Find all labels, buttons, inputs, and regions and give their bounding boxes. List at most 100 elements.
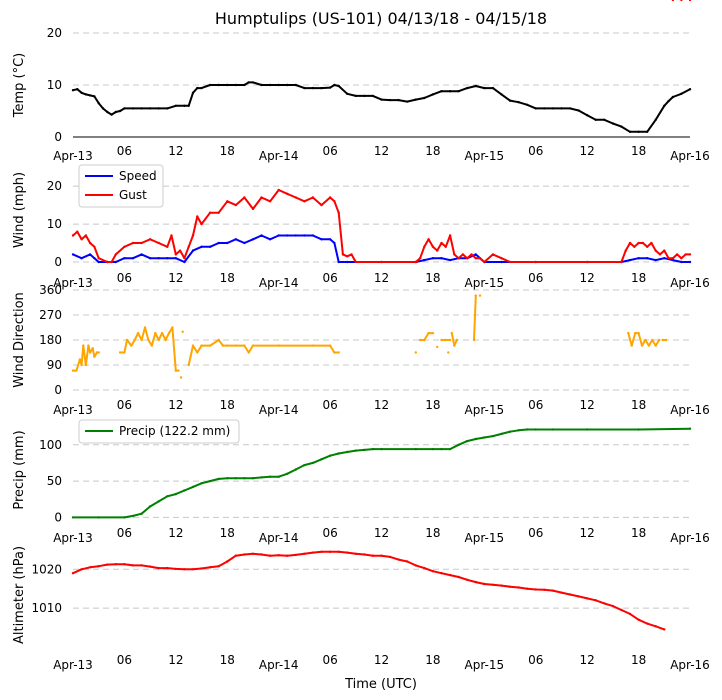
wind_direction-ytick-label: 180: [39, 333, 62, 347]
precip-data-point: [526, 428, 529, 431]
temp-xtick-label: 18: [631, 144, 646, 158]
precip-legend: Precip (122.2 mm): [78, 419, 240, 444]
wind_direction-line: [187, 339, 339, 366]
altimeter-data-point: [611, 604, 615, 608]
altimeter-data-point: [251, 552, 255, 555]
altimeter-data-point: [620, 608, 623, 612]
precip-data-point: [508, 430, 512, 433]
altimeter-data-point: [603, 602, 606, 605]
altimeter-data-point: [457, 575, 460, 579]
wind-data-point: [191, 249, 195, 252]
temp-data-point: [260, 83, 263, 87]
wind-data-point: [286, 234, 289, 237]
wind-data-point: [671, 258, 675, 262]
wind-data-point: [466, 257, 469, 260]
altimeter-data-point: [303, 552, 306, 555]
precip-data-point: [200, 482, 203, 485]
precip-data-point: [337, 452, 340, 455]
wind-data-point: [106, 260, 109, 264]
temp-xtick-label: 12: [374, 144, 389, 158]
wind_direction-data-point: [328, 344, 332, 347]
wind_direction-data-point: [171, 326, 174, 329]
wind-data-point: [123, 245, 126, 248]
altimeter-data-point: [431, 570, 435, 573]
temp-data-point: [603, 118, 606, 122]
temp-y-axis-label: Temp (°C): [12, 53, 27, 119]
precip-data-point: [363, 448, 366, 452]
wind_direction-ytick-label: 270: [39, 308, 62, 322]
wind-data-point: [350, 253, 353, 256]
temp-data-point: [414, 98, 417, 101]
temp-data-point: [517, 101, 520, 104]
precip-data-point: [123, 516, 126, 519]
precip-data-point: [217, 477, 220, 481]
temp-xtick-label: Apr-13: [53, 149, 93, 163]
wind_direction-data-point: [247, 351, 250, 354]
precip-data-point: [457, 443, 460, 446]
wind-data-point: [217, 241, 220, 245]
wind_direction-data-point: [75, 369, 78, 372]
wind-xtick-label: Apr-16: [670, 276, 710, 290]
wind_direction-xtick-label: 06: [322, 398, 337, 412]
wind_direction-data-point: [118, 351, 122, 354]
temp-data-point: [397, 98, 400, 102]
wind-xtick-label: 06: [528, 271, 543, 285]
wind-data-point: [208, 211, 212, 214]
wind-data-point: [226, 241, 229, 245]
wind-xtick-label: 18: [425, 271, 440, 285]
wind_direction-data-point: [647, 344, 651, 347]
temp-data-point: [466, 86, 469, 90]
precip-data-point: [320, 458, 323, 461]
altimeter-data-point: [166, 566, 169, 570]
wind_direction-xtick-label: 12: [374, 398, 389, 412]
wind_direction-data-point: [91, 347, 94, 350]
wind_direction-line: [420, 332, 433, 341]
wind-data-point: [170, 234, 173, 237]
altimeter-data-point: [234, 554, 237, 557]
temp-data-point: [671, 95, 675, 99]
precip-ytick-label: 50: [47, 474, 62, 488]
altimeter-data-point: [466, 578, 469, 581]
precip-data-point: [483, 436, 486, 439]
wind-data-point: [431, 257, 435, 260]
wind-data-point: [680, 257, 683, 260]
altimeter-data-point: [551, 589, 555, 592]
temp-data-point: [243, 83, 246, 87]
wind-data-point: [243, 196, 246, 199]
precip-xtick-label: 18: [220, 526, 235, 540]
wind_direction-data-point: [243, 344, 246, 347]
altimeter-data-point: [568, 593, 572, 596]
wind-data-point: [260, 234, 263, 237]
wind-data-point: [680, 260, 683, 264]
precip-data-point: [500, 432, 503, 436]
temp-data-point: [667, 99, 670, 103]
legend-label: Gust: [119, 188, 147, 202]
wind_direction-data-point: [423, 338, 426, 342]
altimeter-data-point: [414, 564, 417, 567]
wind-data-point: [500, 260, 503, 264]
wind-data-point: [217, 211, 220, 214]
precip-xtick-label: 18: [425, 526, 440, 540]
wind-data-point: [131, 241, 135, 245]
altimeter-data-point: [346, 551, 349, 554]
wind-data-point: [491, 253, 495, 256]
wind-data-point: [97, 257, 100, 260]
wind_direction-data-point: [478, 294, 482, 297]
wind_direction-data-point: [427, 331, 430, 335]
wind-data-point: [333, 200, 336, 203]
temp-data-point: [620, 125, 623, 128]
precip-y-axis-label: Precip (mm): [12, 430, 27, 509]
precip-data-point: [637, 428, 640, 431]
precip-data-point: [371, 447, 375, 451]
temp-data-point: [80, 91, 83, 95]
wind-ytick-label: 20: [47, 179, 62, 193]
temp-data-point: [354, 94, 357, 98]
wind-data-point: [337, 211, 340, 214]
wind-xtick-label: 18: [220, 271, 235, 285]
temp-data-point: [118, 109, 122, 113]
wind_direction-data-point: [651, 338, 654, 342]
precip-data-point: [440, 447, 443, 451]
wind-panel: 0 10 20 Apr-13 06 12 18 Apr-14 06 12 18 Apr-15 06 12 1…: [12, 164, 710, 290]
wind-data-point: [286, 192, 289, 195]
temp-data-point: [380, 98, 383, 101]
